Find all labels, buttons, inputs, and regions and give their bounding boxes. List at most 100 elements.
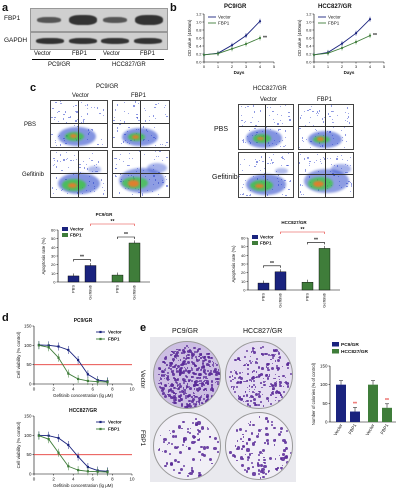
colony: [174, 352, 178, 356]
facs-dot: [288, 116, 290, 118]
facs-dot: [311, 105, 313, 108]
colony: [265, 397, 269, 400]
facs-dot: [86, 168, 88, 170]
y-tick-label: 0.2: [196, 52, 202, 57]
colony: [265, 417, 268, 420]
colony: [186, 366, 189, 369]
y-tick-label: 30: [241, 262, 246, 267]
colony: [181, 428, 183, 430]
colony: [250, 399, 252, 402]
data-point: [37, 344, 40, 347]
x-tick-label: Gefitinib: [88, 284, 93, 299]
facs-dot: [281, 140, 283, 142]
colony: [182, 387, 185, 389]
x-tick-label: 6: [92, 387, 95, 392]
facs-dot: [65, 111, 67, 113]
band: [134, 38, 162, 44]
facs-dot: [300, 114, 302, 116]
colony: [205, 377, 207, 379]
facs-dot: [299, 162, 301, 164]
colony: [245, 400, 247, 403]
colony: [178, 348, 181, 352]
colony: [237, 395, 240, 397]
y-axis-label: OD value (450nm): [187, 19, 192, 56]
apoptosis-bar-chart-pc9: PC9/GR 0 10 20 30 40 50 60 Apoptosis rate (%) PBS…: [41, 212, 150, 300]
colony: [182, 388, 185, 391]
facs-dot: [164, 107, 166, 109]
colony: [209, 435, 212, 437]
facs-dot: [58, 110, 60, 113]
facs-dot: [115, 158, 117, 160]
colony: [280, 431, 282, 434]
facs-dot: [164, 104, 166, 106]
colony: [179, 363, 182, 366]
colony: [160, 383, 163, 385]
y-tick-label: 10: [241, 279, 246, 284]
colony: [189, 350, 193, 354]
facs-dot: [287, 164, 289, 166]
y-tick-label: 0.6: [196, 36, 202, 41]
facs-dot: [119, 119, 122, 122]
colony: [173, 377, 175, 379]
facs-dot: [288, 112, 290, 114]
facs-dot: [54, 116, 56, 118]
colony: [248, 389, 250, 391]
facs-dot: [345, 171, 347, 173]
colony: [164, 373, 167, 375]
colony: [270, 403, 273, 405]
colony: [258, 458, 261, 461]
colony: [170, 350, 172, 353]
colony: [184, 395, 187, 397]
facs-dot: [263, 161, 265, 163]
colony: [202, 359, 206, 363]
colony: [192, 402, 196, 406]
facs-dot: [240, 115, 242, 117]
y-axis-label: OD value (450nm): [297, 19, 302, 56]
facs-dot: [143, 126, 145, 128]
colony: [274, 377, 276, 379]
facs-dot: [55, 144, 58, 146]
colony: [252, 347, 255, 350]
colony: [170, 362, 173, 366]
colony: [211, 361, 214, 363]
colony: [163, 374, 166, 377]
colony: [197, 387, 199, 389]
facs-dot: [103, 183, 105, 185]
facs-dot: [60, 103, 62, 105]
colony: [184, 357, 188, 361]
facs-density: [69, 134, 78, 139]
colony: [182, 420, 185, 424]
colony: [237, 358, 239, 360]
y-tick-label: 1.0: [196, 20, 202, 25]
x-tick-label: 1: [327, 64, 330, 69]
colony: [242, 436, 245, 439]
colony: [253, 391, 256, 393]
colony: [202, 384, 205, 387]
colony: [195, 380, 198, 383]
facs-dot: [266, 106, 269, 109]
facs-dot: [165, 114, 167, 116]
colony: [279, 383, 281, 386]
significance-bracket: [73, 259, 91, 262]
legend-marker: [99, 427, 102, 431]
colony: [233, 390, 236, 393]
colony: [188, 403, 192, 406]
facs-dot: [165, 144, 167, 146]
colony: [274, 382, 277, 385]
group-divider: [100, 59, 164, 60]
facs-dot: [113, 136, 115, 139]
facs-dot: [346, 140, 348, 143]
facs-dot: [79, 171, 82, 174]
facs-dot: [279, 106, 282, 108]
colony: [202, 376, 205, 379]
colony: [241, 440, 244, 443]
colony: [182, 359, 186, 363]
data-point: [368, 18, 372, 21]
facs-dot: [122, 141, 125, 143]
facs-dot: [322, 157, 324, 159]
facs-dot: [128, 165, 130, 167]
y-tick-label: 100: [24, 343, 32, 348]
colony: [272, 349, 275, 351]
colony: [236, 459, 238, 462]
legend-label: PC9/GR: [341, 342, 359, 348]
